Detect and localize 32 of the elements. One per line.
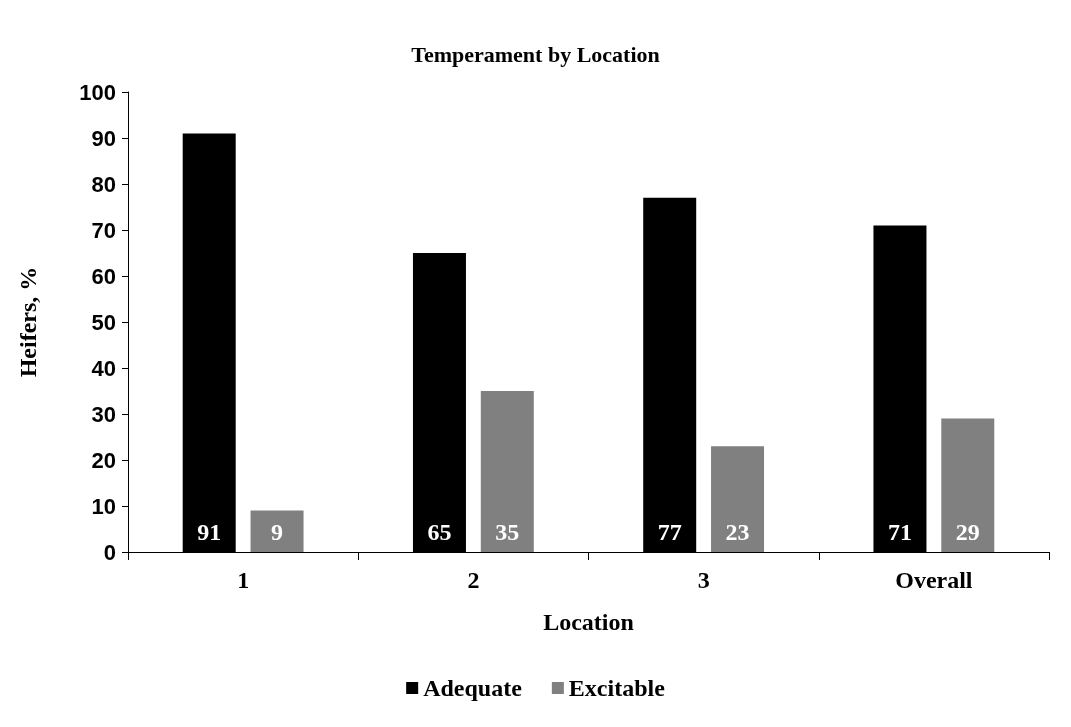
y-axis-title: Heifers, % (15, 266, 41, 378)
y-tick-label: 10 (91, 493, 116, 519)
data-label: 29 (955, 519, 980, 545)
data-label: 77 (657, 519, 682, 545)
y-tick-label: 100 (79, 79, 116, 105)
x-tick-label: 2 (467, 567, 480, 593)
y-tick-label: 90 (91, 125, 116, 151)
data-label: 71 (887, 519, 912, 545)
data-label: 9 (271, 519, 284, 545)
data-label: 35 (495, 519, 520, 545)
x-axis-title: Location (543, 609, 634, 635)
data-label: 65 (427, 519, 452, 545)
y-tick-label: 80 (91, 171, 116, 197)
x-tick-label: 1 (237, 567, 250, 593)
y-tick-label: 50 (91, 309, 116, 335)
y-tick-label: 20 (91, 447, 116, 473)
bar (480, 391, 534, 552)
bar (711, 446, 765, 552)
y-tick-label: 60 (91, 263, 116, 289)
x-tick-label: Overall (895, 567, 973, 593)
legend-label: Excitable (568, 675, 666, 701)
y-tick-label: 30 (91, 401, 116, 427)
x-tick-label: 3 (697, 567, 710, 593)
y-tick-label: 70 (91, 217, 116, 243)
legend-label: Adequate (423, 675, 523, 701)
y-tick-label: 40 (91, 355, 116, 381)
data-label: 23 (725, 519, 750, 545)
chart-title: Temperament by Location (411, 41, 660, 67)
y-tick-label: 0 (103, 539, 116, 565)
bar (250, 510, 304, 552)
bar (941, 418, 995, 552)
data-label: 91 (197, 519, 222, 545)
